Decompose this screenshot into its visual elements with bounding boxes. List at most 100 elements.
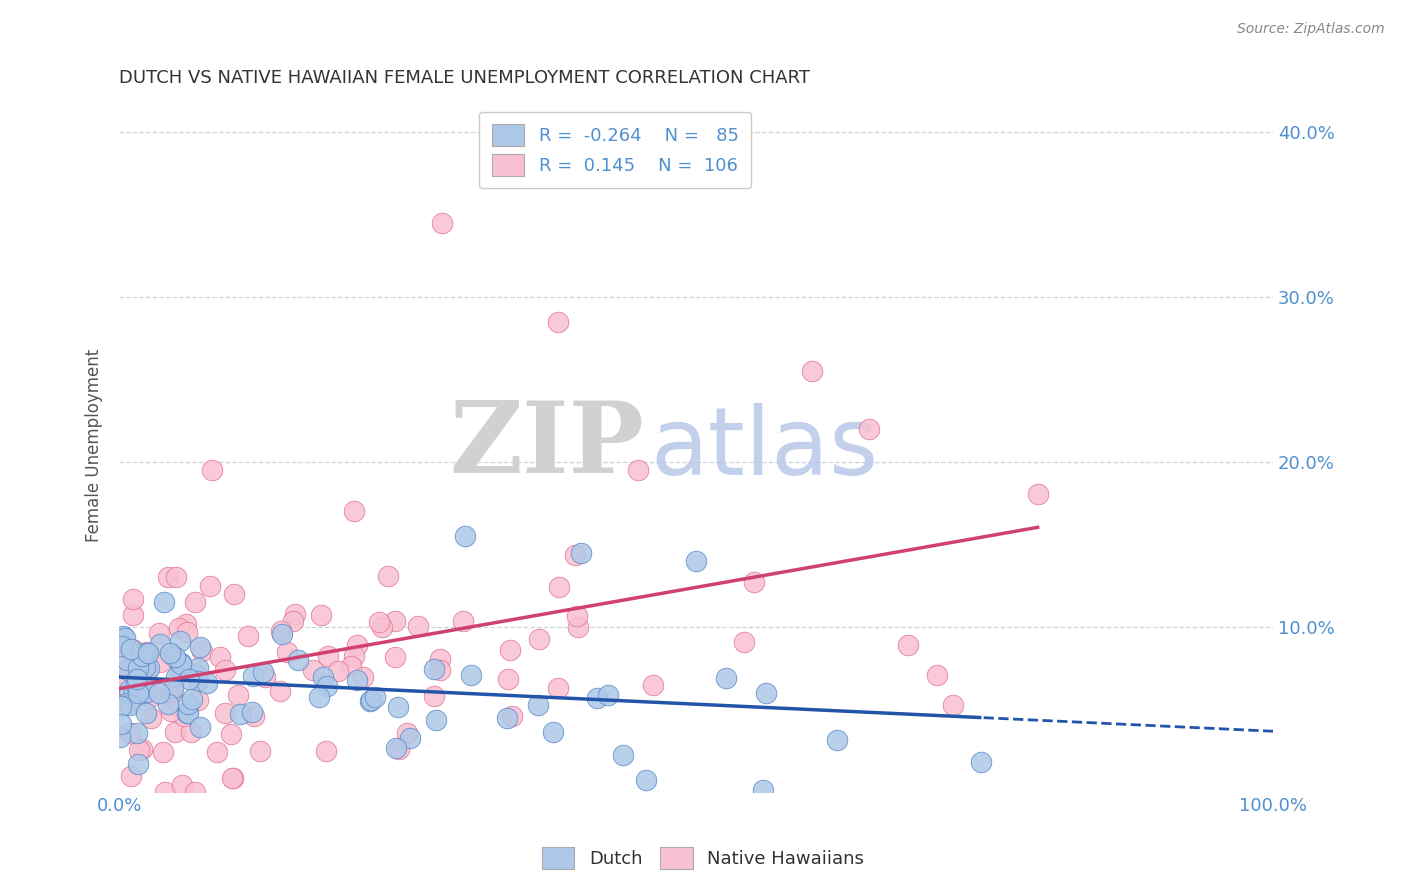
Point — [287, 653, 309, 667]
Point — [541, 724, 564, 739]
Point — [117, 683, 139, 698]
Point — [191, 644, 214, 658]
Point — [547, 315, 569, 329]
Point — [115, 653, 138, 667]
Legend: Dutch, Native Hawaiians: Dutch, Native Hawaiians — [533, 838, 873, 879]
Point — [157, 686, 180, 700]
Point — [527, 698, 550, 713]
Point — [159, 704, 181, 718]
Point — [326, 665, 349, 679]
Point — [208, 650, 231, 665]
Point — [214, 663, 236, 677]
Point — [942, 698, 965, 713]
Point — [598, 689, 620, 703]
Point — [187, 674, 209, 689]
Text: ZIP: ZIP — [450, 397, 644, 494]
Point — [165, 725, 187, 739]
Point — [454, 529, 477, 543]
Point — [187, 693, 209, 707]
Point — [346, 638, 368, 652]
Point — [110, 699, 132, 714]
Point — [406, 619, 429, 633]
Point — [714, 671, 737, 685]
Point — [169, 656, 191, 670]
Point — [302, 663, 325, 677]
Point — [496, 672, 519, 686]
Point — [224, 587, 246, 601]
Point — [148, 626, 170, 640]
Point — [162, 681, 184, 695]
Point — [316, 648, 339, 663]
Point — [127, 661, 149, 675]
Point — [138, 661, 160, 675]
Point — [429, 664, 451, 678]
Point — [162, 685, 184, 699]
Point — [149, 655, 172, 669]
Text: atlas: atlas — [650, 403, 879, 495]
Point — [308, 690, 330, 705]
Point — [733, 635, 755, 649]
Point — [108, 730, 131, 744]
Point — [165, 649, 187, 664]
Point — [165, 670, 187, 684]
Point — [184, 666, 207, 681]
Point — [149, 637, 172, 651]
Point — [451, 614, 474, 628]
Point — [170, 656, 193, 670]
Point — [125, 672, 148, 686]
Point — [395, 726, 418, 740]
Point — [127, 726, 149, 740]
Point — [135, 674, 157, 689]
Point — [269, 684, 291, 698]
Point — [565, 608, 588, 623]
Point — [398, 731, 420, 745]
Point — [118, 645, 141, 659]
Point — [429, 652, 451, 666]
Point — [169, 634, 191, 648]
Point — [800, 364, 823, 378]
Point — [124, 643, 146, 657]
Point — [387, 700, 409, 714]
Point — [343, 649, 366, 664]
Point — [112, 679, 135, 693]
Point — [152, 745, 174, 759]
Legend: R =  -0.264    N =   85, R =  0.145    N =  106: R = -0.264 N = 85, R = 0.145 N = 106 — [479, 112, 751, 188]
Point — [148, 686, 170, 700]
Point — [134, 646, 156, 660]
Point — [309, 608, 332, 623]
Point — [180, 692, 202, 706]
Point — [221, 771, 243, 785]
Point — [118, 689, 141, 703]
Point — [252, 665, 274, 679]
Point — [755, 686, 778, 700]
Point — [612, 747, 634, 762]
Point — [281, 614, 304, 628]
Point — [188, 720, 211, 734]
Point — [229, 707, 252, 722]
Point — [177, 697, 200, 711]
Point — [271, 627, 294, 641]
Point — [127, 686, 149, 700]
Point — [179, 672, 201, 686]
Point — [176, 706, 198, 721]
Point — [352, 670, 374, 684]
Point — [214, 706, 236, 720]
Point — [136, 646, 159, 660]
Point — [569, 546, 592, 560]
Point — [970, 755, 993, 769]
Point — [159, 647, 181, 661]
Point — [174, 617, 197, 632]
Point — [198, 579, 221, 593]
Point — [243, 708, 266, 723]
Point — [112, 629, 135, 643]
Point — [117, 697, 139, 711]
Point — [240, 706, 263, 720]
Point — [897, 638, 920, 652]
Point — [315, 679, 337, 693]
Point — [346, 673, 368, 687]
Point — [586, 691, 609, 706]
Point — [167, 622, 190, 636]
Point — [139, 711, 162, 725]
Point — [180, 724, 202, 739]
Point — [627, 463, 650, 477]
